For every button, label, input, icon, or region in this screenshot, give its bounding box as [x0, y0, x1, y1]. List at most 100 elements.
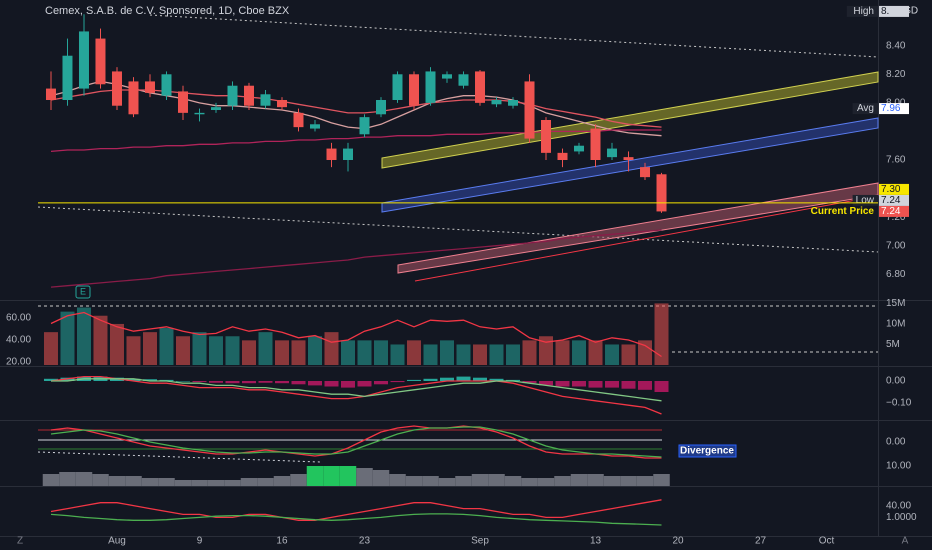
histogram-bar	[522, 380, 537, 384]
candle-body	[491, 100, 502, 105]
x-tick-label: 9	[197, 536, 203, 547]
drawings: E Z A	[17, 14, 909, 547]
candle-body	[524, 81, 535, 139]
candle-body	[342, 148, 353, 160]
y-tick-label: 7.20	[886, 212, 906, 223]
volume-bar	[654, 303, 669, 365]
price-name: Low	[856, 195, 875, 206]
candle-body	[656, 174, 667, 212]
chart-title: Cemex, S.A.B. de C.V. Sponsored, 1D, Cbo…	[45, 5, 290, 17]
area-bar	[389, 474, 406, 486]
candle-body	[623, 157, 634, 160]
histogram-bar	[175, 380, 190, 382]
x-tick-label: 16	[276, 536, 288, 547]
candle-body	[111, 71, 122, 106]
price-name-box	[852, 103, 878, 115]
y-tick-label: 60.00	[6, 313, 31, 324]
volume-bar	[489, 344, 504, 365]
volume-bar	[357, 340, 372, 365]
series-line	[50, 375, 662, 415]
area-bar	[273, 476, 291, 486]
y-tick-label: 5M	[886, 339, 900, 350]
y-tick-label: 8.40	[886, 40, 906, 51]
area-bar	[306, 466, 324, 486]
y-tick-label: 0.00	[886, 376, 906, 387]
area-bar	[75, 472, 93, 486]
area-bar	[554, 476, 571, 486]
volume-bar	[539, 336, 554, 365]
candle-body	[78, 31, 89, 89]
histogram-bar	[340, 380, 355, 388]
series-line	[50, 425, 662, 459]
price-name: High	[853, 6, 874, 17]
histogram-bar	[291, 380, 306, 385]
volume-bar	[638, 340, 653, 365]
volume-bar	[142, 332, 157, 365]
area-bar	[290, 474, 307, 486]
volume-bar	[93, 315, 108, 365]
svg-text:A: A	[902, 536, 909, 547]
histogram-bar	[192, 380, 207, 383]
candle-body	[475, 71, 486, 103]
histogram-bar	[142, 379, 157, 381]
candle-body	[392, 74, 403, 100]
volume-bar	[109, 323, 124, 365]
histogram-bar	[307, 380, 322, 386]
histogram-bar	[588, 380, 603, 388]
x-tick-label: Sep	[471, 536, 489, 547]
candle-body	[194, 112, 205, 115]
histogram-bar	[374, 380, 389, 385]
histogram-bar	[555, 380, 570, 387]
y-tick-label: 7.00	[886, 240, 906, 251]
area-bar	[191, 480, 208, 486]
y-tick-label: 20.00	[6, 357, 31, 368]
histogram-bar	[605, 380, 620, 388]
price-label-box	[879, 5, 909, 17]
volume-bar	[456, 344, 471, 365]
volume-bar	[440, 340, 455, 365]
candle-body	[177, 91, 188, 113]
area-bar	[224, 480, 241, 486]
volume-bar	[307, 336, 322, 365]
volume-bar	[126, 336, 141, 365]
price-label-box	[879, 103, 909, 115]
area-bar	[455, 476, 472, 486]
series-line	[50, 311, 662, 358]
area-bar	[422, 476, 439, 486]
price-label: 7.30	[881, 184, 901, 195]
price-name-box	[846, 5, 878, 17]
y-tick-label: 15M	[886, 298, 905, 309]
volume-bar	[274, 340, 289, 365]
price-label: 7.96	[881, 103, 901, 114]
svg-text:E: E	[80, 286, 86, 296]
candle-body	[293, 112, 304, 128]
volume-bar	[241, 340, 256, 365]
histogram-bar	[654, 380, 669, 393]
area-bar	[438, 478, 456, 486]
y-tick-label: 0.00	[886, 437, 906, 448]
area-bar	[339, 466, 357, 486]
candle-body	[376, 100, 387, 115]
histogram-bar	[274, 380, 289, 384]
candle-body	[640, 167, 651, 178]
series-line	[50, 129, 662, 153]
y-tick-label: 10M	[886, 319, 905, 330]
series-line	[51, 378, 662, 402]
area-bar	[570, 474, 588, 486]
volume-bar	[423, 344, 438, 365]
price-label-box	[879, 205, 909, 217]
candle-body	[45, 88, 56, 100]
candle-body	[442, 74, 453, 79]
histogram-bar	[638, 380, 653, 390]
histogram-bar	[390, 380, 405, 383]
x-tick-label: 27	[755, 536, 767, 547]
candle-body	[541, 120, 552, 153]
area-bar	[405, 476, 423, 486]
y-tick-label: 6.80	[886, 269, 906, 280]
x-tick-label: 20	[672, 536, 684, 547]
svg-text:Z: Z	[17, 536, 23, 547]
area-bar	[372, 470, 390, 486]
y-tick-label: 8.20	[886, 69, 906, 80]
volume-bar	[407, 340, 422, 365]
x-tick-label: Oct	[819, 536, 835, 547]
